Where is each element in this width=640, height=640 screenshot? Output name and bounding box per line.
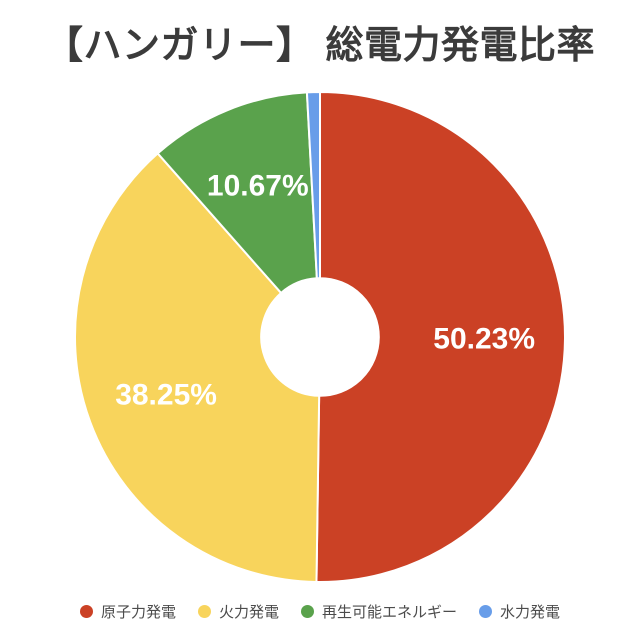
- slice-label-renewable: 10.67%: [207, 170, 309, 203]
- legend-item-nuclear[interactable]: 原子力発電: [79, 601, 176, 622]
- legend-swatch-renewable: [301, 605, 314, 618]
- legend-item-thermal[interactable]: 火力発電: [197, 601, 279, 622]
- pie-slice-renewable[interactable]: [156, 91, 318, 294]
- legend-label-renewable: 再生可能エネルギー: [322, 604, 458, 621]
- pie-slice-hydro[interactable]: [305, 91, 321, 280]
- slice-label-thermal: 38.25%: [115, 379, 217, 412]
- legend-swatch-nuclear: [79, 605, 93, 618]
- chart-title: 【ハンガリー】 総電力発電比率: [44, 25, 596, 67]
- legend-item-renewable[interactable]: 再生可能エネルギー: [301, 601, 457, 622]
- legend-label-thermal: 火力発電: [218, 604, 279, 621]
- pie-slice-thermal[interactable]: [74, 152, 321, 583]
- legend-label-hydro: 水力発電: [500, 604, 561, 621]
- legend-label-nuclear: 原子力発電: [100, 604, 176, 621]
- legend-item-hydro[interactable]: 水力発電: [479, 601, 560, 622]
- slice-label-nuclear: 50.23%: [433, 323, 535, 356]
- legend-swatch-thermal: [197, 605, 211, 618]
- chart-legend: 原子力発電 火力発電 再生可能エネルギー 水力発電: [0, 601, 640, 622]
- legend-swatch-hydro: [479, 605, 493, 618]
- pie-slice-nuclear[interactable]: [315, 91, 567, 583]
